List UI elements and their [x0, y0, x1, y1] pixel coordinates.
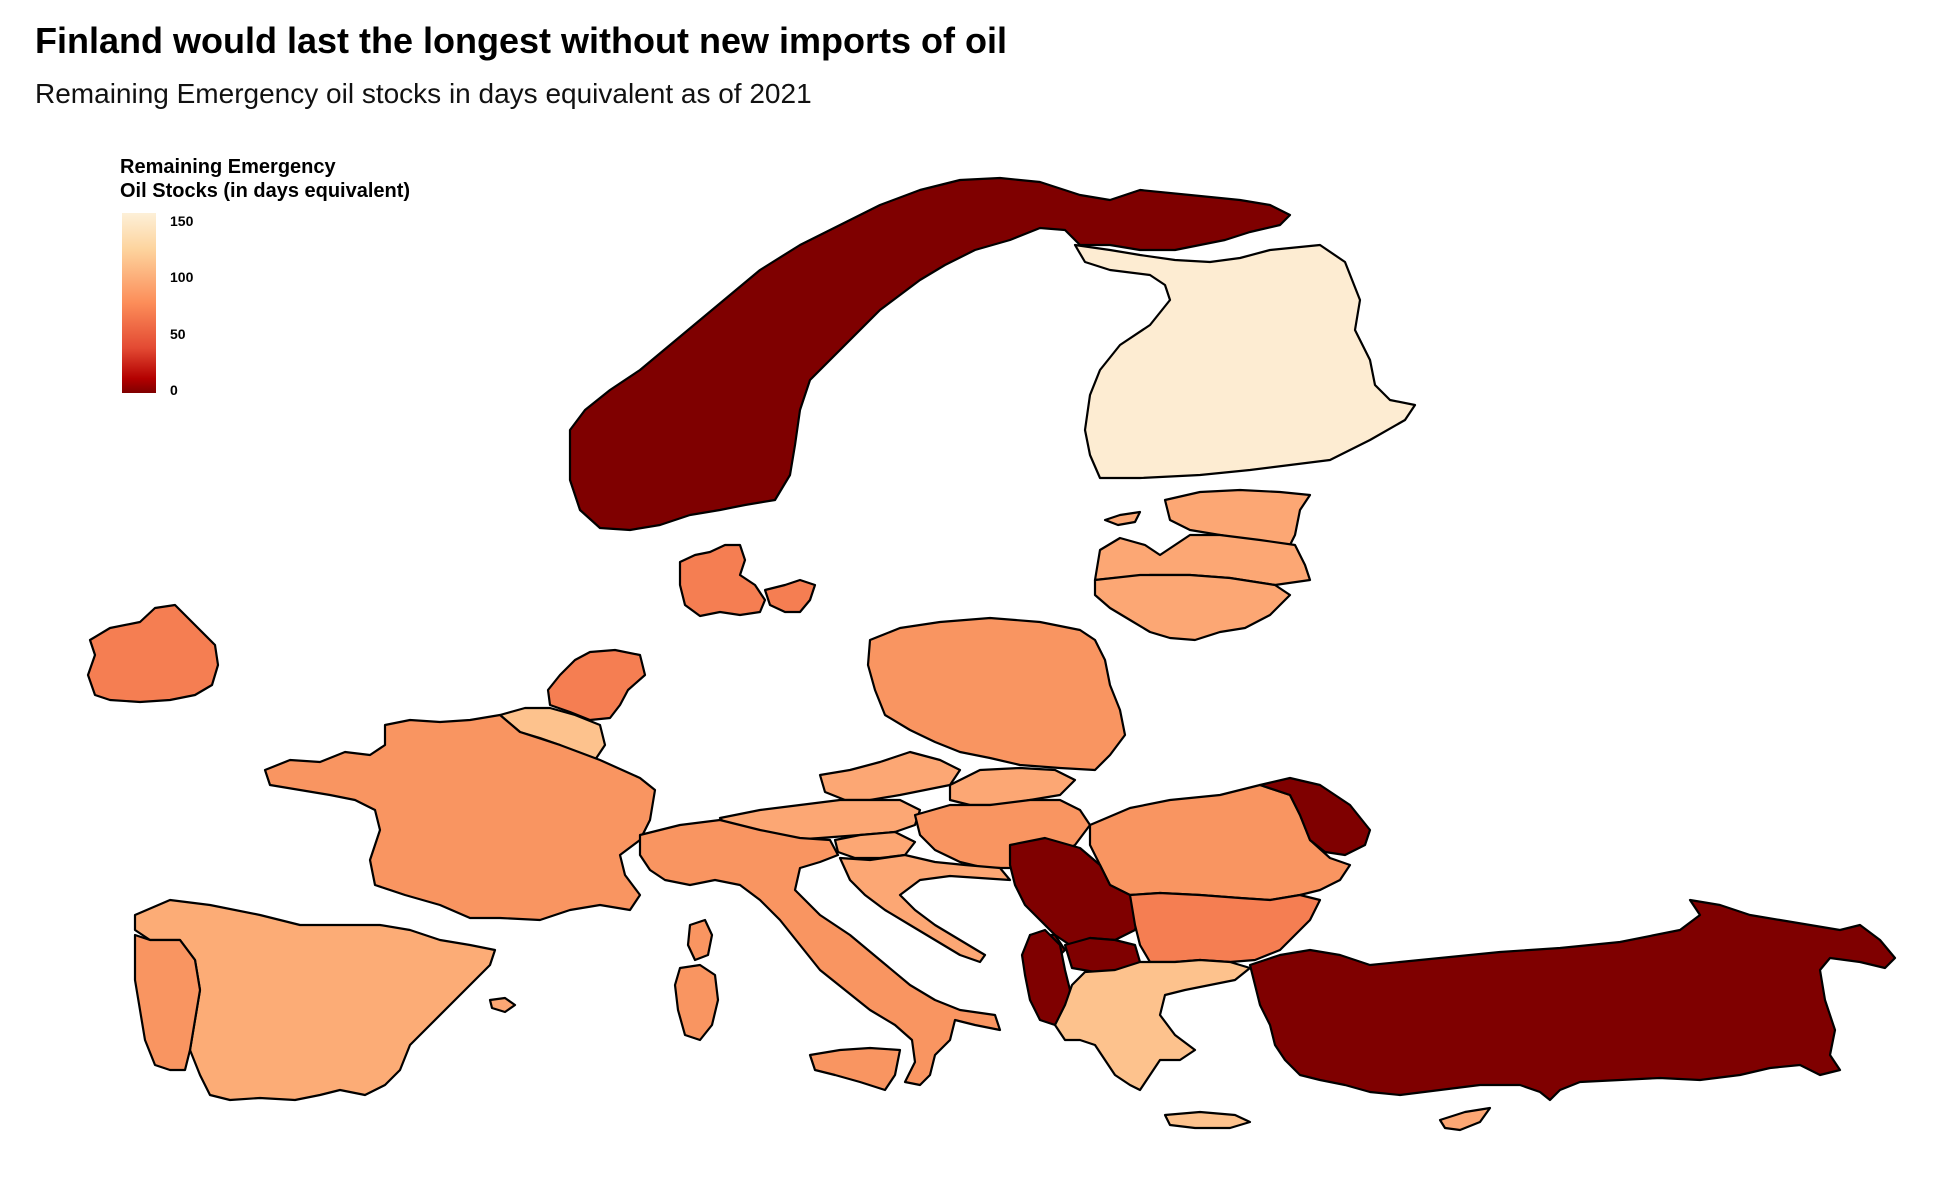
region-italy — [638, 818, 1002, 1087]
region-estonia — [1163, 488, 1312, 547]
legend-tick-mark — [156, 221, 162, 222]
region-gotland — [1103, 510, 1142, 527]
legend-title: Remaining Emergency Oil Stocks (in days … — [120, 155, 410, 203]
region-france — [263, 713, 657, 922]
legend-body: 150 100 50 0 — [120, 213, 410, 398]
region-finland — [1073, 243, 1417, 480]
region-ireland — [86, 603, 220, 704]
region-lithuania — [1093, 573, 1292, 642]
region-turkey — [1248, 898, 1897, 1102]
legend-title-line1: Remaining Emergency — [120, 156, 336, 178]
region-poland — [866, 616, 1127, 772]
region-sardinia — [673, 963, 720, 1042]
region-sicily — [808, 1046, 902, 1092]
region-norway — [568, 176, 1292, 532]
map-subtitle: Remaining Emergency oil stocks in days e… — [35, 78, 812, 109]
color-legend: Remaining Emergency Oil Stocks (in days … — [120, 155, 410, 398]
region-denmark-islands — [763, 578, 817, 614]
region-slovakia — [948, 766, 1077, 807]
legend-tick-mark — [156, 334, 162, 335]
legend-tick-50: 50 — [170, 326, 186, 342]
region-crete — [1163, 1110, 1252, 1130]
legend-tick-mark — [156, 277, 162, 278]
map-title: Finland would last the longest without n… — [35, 20, 1007, 61]
region-balearic — [488, 996, 517, 1014]
region-bulgaria — [1128, 891, 1322, 964]
region-portugal — [133, 933, 202, 1072]
region-denmark — [678, 543, 767, 618]
region-croatia — [838, 853, 1012, 964]
region-netherlands — [546, 648, 647, 722]
region-greece — [1053, 958, 1252, 1092]
legend-tick-mark — [156, 390, 162, 391]
region-corsica — [686, 918, 714, 962]
legend-color-bar — [122, 213, 156, 393]
legend-tick-150: 150 — [170, 213, 194, 229]
legend-title-line2: Oil Stocks (in days equivalent) — [120, 180, 411, 202]
region-czechia — [818, 750, 962, 802]
legend-tick-100: 100 — [170, 269, 194, 285]
region-moldova — [1258, 776, 1372, 857]
legend-tick-0: 0 — [170, 382, 178, 398]
region-cyprus — [1438, 1106, 1492, 1132]
